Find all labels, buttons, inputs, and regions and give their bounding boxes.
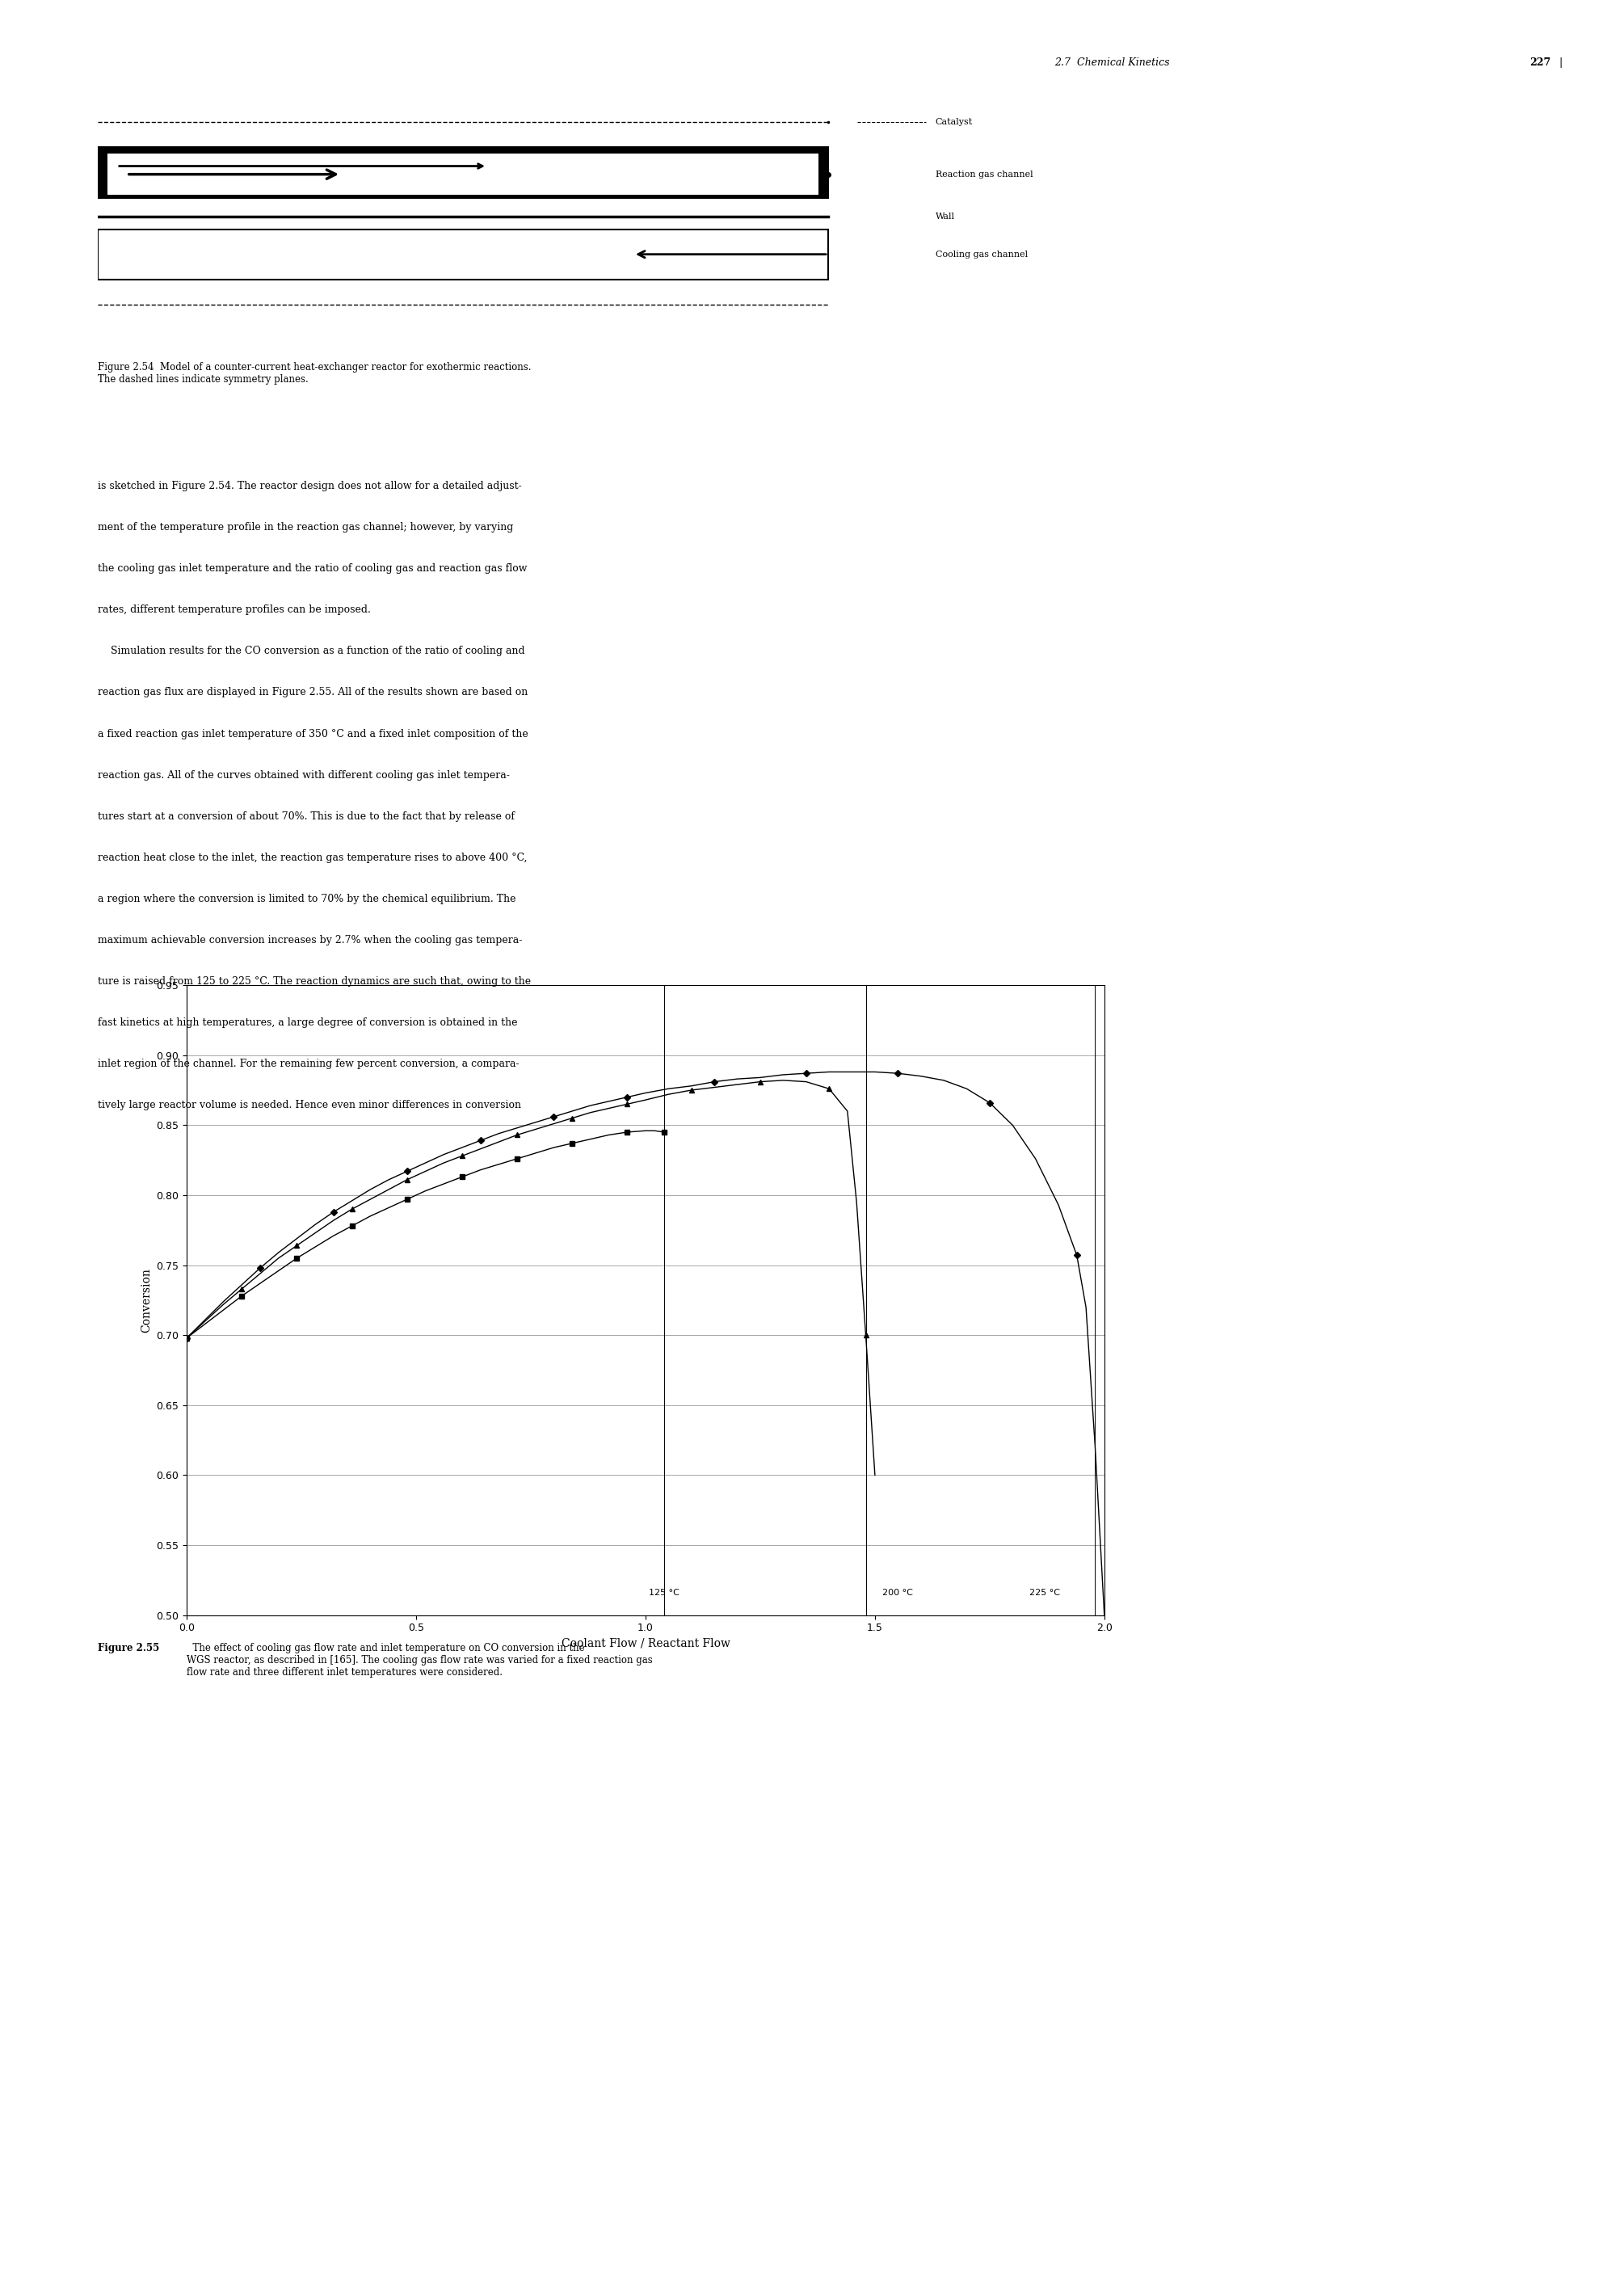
Text: reaction heat close to the inlet, the reaction gas temperature rises to above 40: reaction heat close to the inlet, the re… — [97, 852, 526, 864]
Text: Figure 2.55: Figure 2.55 — [97, 1643, 159, 1654]
X-axis label: Coolant Flow / Reactant Flow: Coolant Flow / Reactant Flow — [562, 1638, 729, 1650]
Text: 225 °C: 225 °C — [1030, 1590, 1060, 1597]
Text: ment of the temperature profile in the reaction gas channel; however, by varying: ment of the temperature profile in the r… — [97, 522, 513, 534]
Text: maximum achievable conversion increases by 2.7% when the cooling gas tempera-: maximum achievable conversion increases … — [97, 935, 521, 946]
Text: inlet region of the channel. For the remaining few percent conversion, a compara: inlet region of the channel. For the rem… — [97, 1058, 520, 1070]
Text: reaction gas. All of the curves obtained with different cooling gas inlet temper: reaction gas. All of the curves obtained… — [97, 770, 510, 781]
Text: Catalyst: Catalyst — [935, 117, 973, 126]
Text: 200 °C: 200 °C — [882, 1590, 913, 1597]
Bar — [107, 153, 818, 195]
Bar — [97, 229, 828, 280]
Text: reaction gas flux are displayed in Figure 2.55. All of the results shown are bas: reaction gas flux are displayed in Figur… — [97, 687, 528, 699]
Text: rates, different temperature profiles can be imposed.: rates, different temperature profiles ca… — [97, 605, 370, 616]
Text: the cooling gas inlet temperature and the ratio of cooling gas and reaction gas : the cooling gas inlet temperature and th… — [97, 564, 526, 575]
Text: fast kinetics at high temperatures, a large degree of conversion is obtained in : fast kinetics at high temperatures, a la… — [97, 1017, 516, 1029]
Text: Figure 2.54  Model of a counter-current heat-exchanger reactor for exothermic re: Figure 2.54 Model of a counter-current h… — [97, 362, 531, 385]
Text: tures start at a conversion of about 70%. This is due to the fact that by releas: tures start at a conversion of about 70%… — [97, 811, 515, 822]
Text: a fixed reaction gas inlet temperature of 350 °C and a fixed inlet composition o: a fixed reaction gas inlet temperature o… — [97, 729, 528, 740]
Text: Reaction gas channel: Reaction gas channel — [935, 170, 1033, 179]
Y-axis label: Conversion: Conversion — [141, 1267, 151, 1333]
Text: Cooling gas channel: Cooling gas channel — [935, 250, 1028, 259]
Text: tively large reactor volume is needed. Hence even minor differences in conversio: tively large reactor volume is needed. H… — [97, 1100, 521, 1111]
Text: 2.7  Chemical Kinetics: 2.7 Chemical Kinetics — [1054, 57, 1169, 69]
Text: is sketched in Figure 2.54. The reactor design does not allow for a detailed adj: is sketched in Figure 2.54. The reactor … — [97, 481, 521, 493]
Text: 125 °C: 125 °C — [648, 1590, 679, 1597]
Text: 227: 227 — [1530, 57, 1551, 69]
Text: ture is raised from 125 to 225 °C. The reaction dynamics are such that, owing to: ture is raised from 125 to 225 °C. The r… — [97, 976, 531, 987]
Text: |: | — [1559, 57, 1562, 69]
Text: Wall: Wall — [935, 213, 955, 220]
Text: a region where the conversion is limited to 70% by the chemical equilibrium. The: a region where the conversion is limited… — [97, 893, 515, 905]
Bar — [97, 147, 828, 197]
Text: Simulation results for the CO conversion as a function of the ratio of cooling a: Simulation results for the CO conversion… — [97, 646, 525, 658]
Text: The effect of cooling gas flow rate and inlet temperature on CO conversion in th: The effect of cooling gas flow rate and … — [187, 1643, 653, 1677]
